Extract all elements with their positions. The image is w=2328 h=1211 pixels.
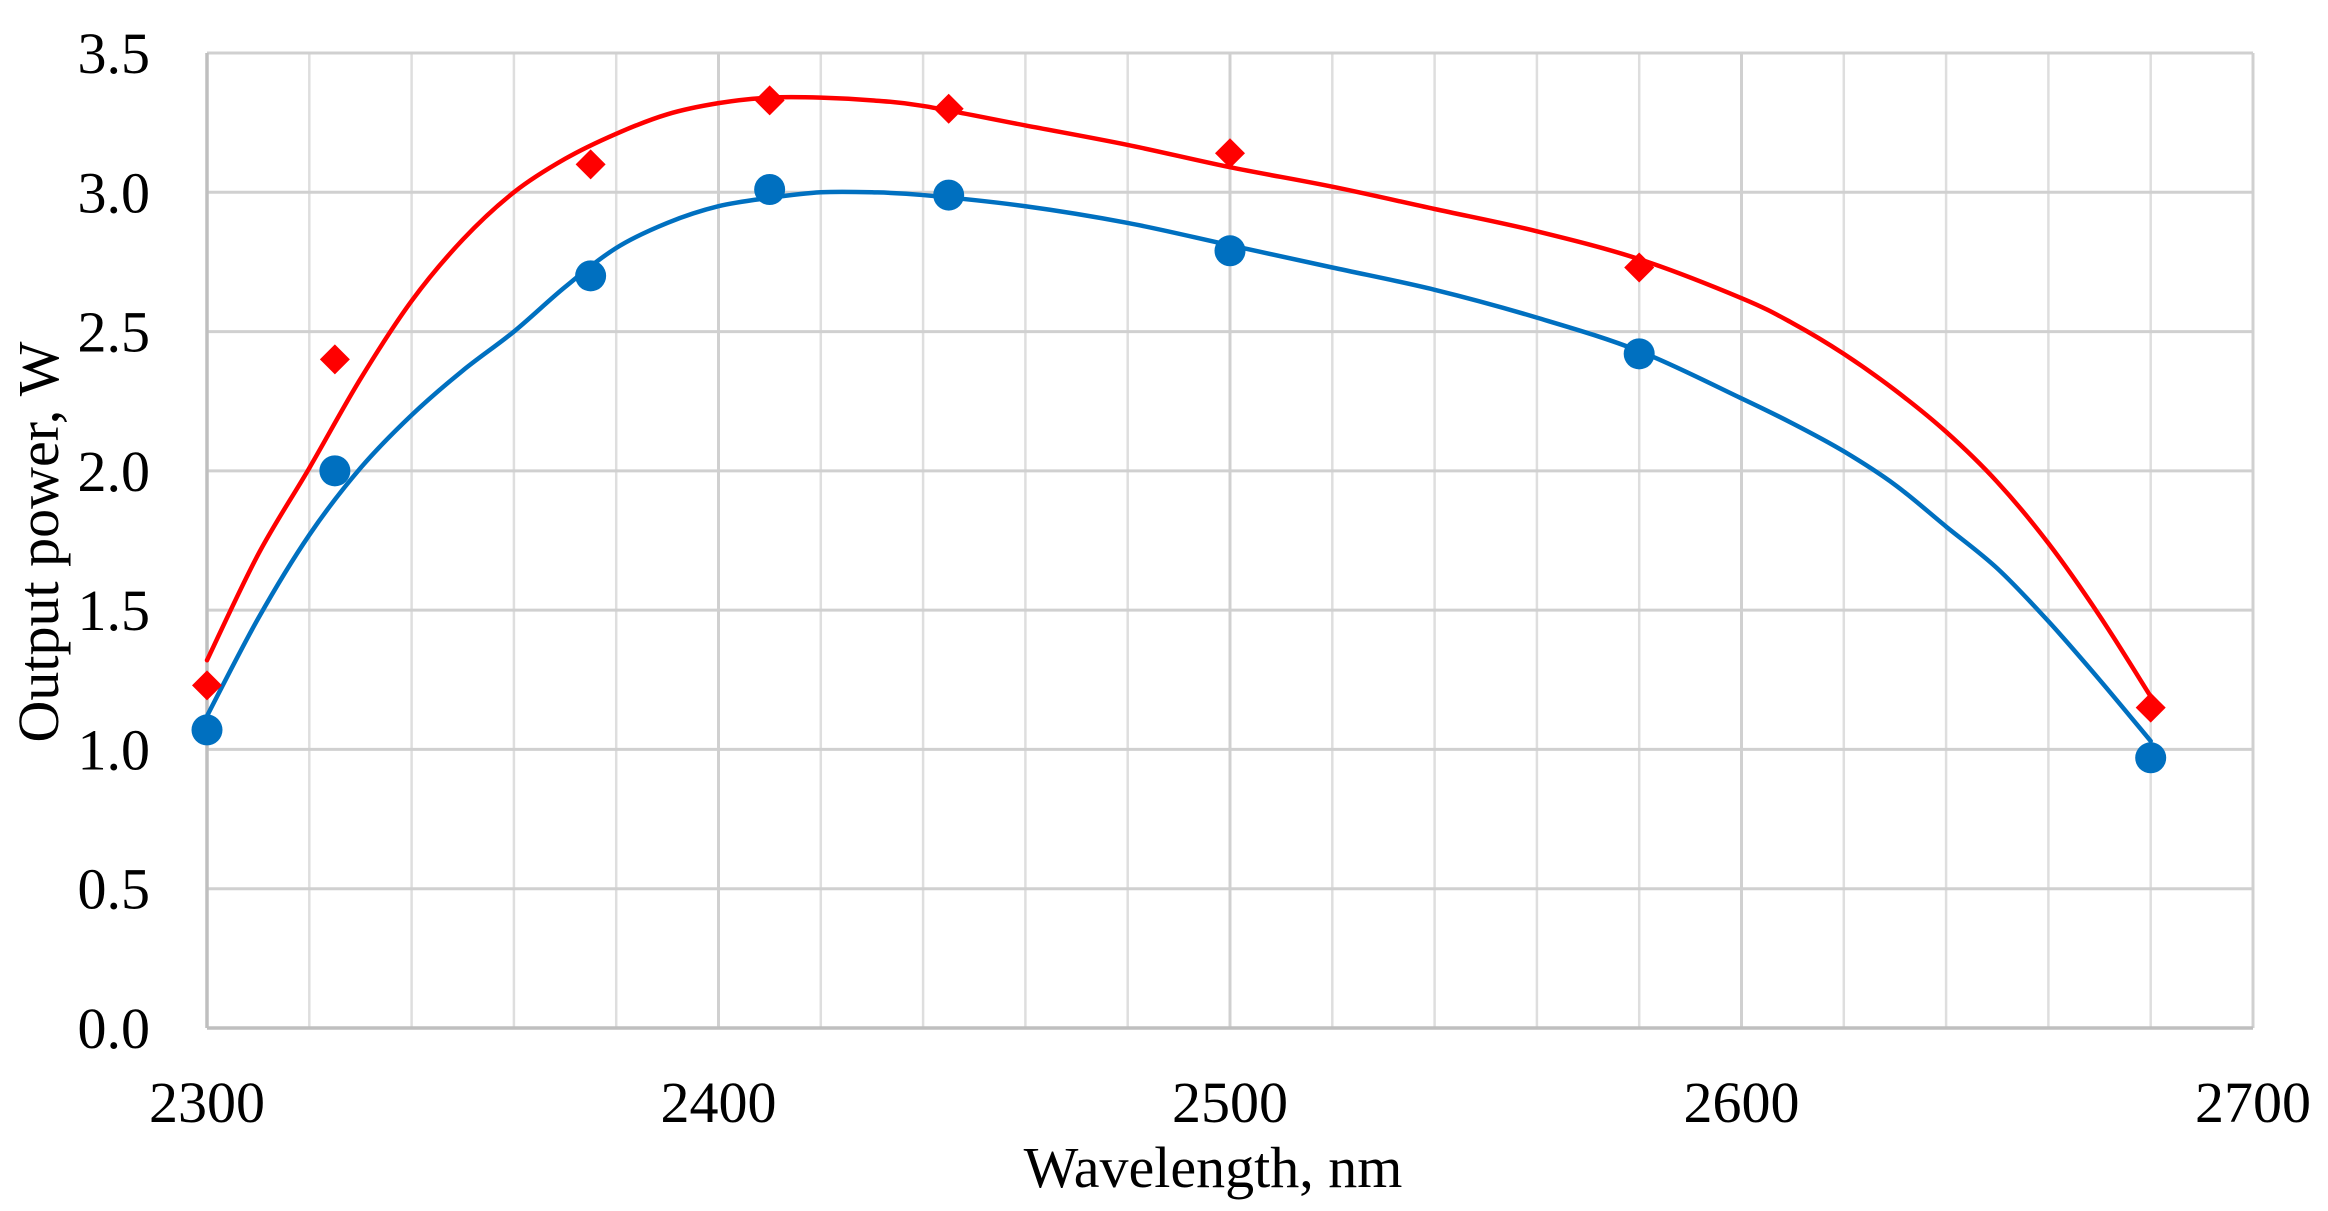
data-point-diamond xyxy=(319,344,350,375)
y-tick-label: 3.5 xyxy=(78,21,151,86)
data-point-diamond xyxy=(192,670,222,701)
trendlines xyxy=(204,94,2153,744)
data-point-circle xyxy=(191,714,223,746)
y-tick-label: 2.0 xyxy=(78,439,151,504)
x-tick-label: 2400 xyxy=(661,1070,777,1135)
data-point-circle xyxy=(319,455,351,487)
data-point-diamond xyxy=(2135,692,2166,723)
y-tick-label: 0.5 xyxy=(78,857,151,922)
y-tick-label: 1.0 xyxy=(78,717,151,782)
x-tick-label: 2300 xyxy=(149,1070,265,1135)
data-point-circle xyxy=(1214,235,1246,267)
data-point-circle xyxy=(1623,338,1655,370)
trendline-diamond xyxy=(204,94,2153,699)
x-tick-label: 2700 xyxy=(2195,1070,2311,1135)
y-tick-label: 2.5 xyxy=(78,300,151,365)
y-tick-label: 0.0 xyxy=(78,996,151,1061)
x-axis-title: Wavelength, nm xyxy=(1024,1135,1403,1200)
data-point-diamond xyxy=(754,85,785,116)
data-point-circle xyxy=(2135,742,2167,774)
y-axis-tick-labels: 0.0 0.5 1.0 1.5 2.0 2.5 3.0 3.5 xyxy=(78,21,151,1061)
y-tick-label: 3.0 xyxy=(78,160,151,225)
major-gridlines xyxy=(207,51,2255,1028)
data-point-circle xyxy=(933,179,965,211)
y-axis-title: Output power, W xyxy=(6,341,71,742)
data-point-diamond xyxy=(575,149,606,180)
axes xyxy=(205,53,2253,1030)
y-tick-label: 1.5 xyxy=(78,578,151,643)
data-point-diamond xyxy=(933,93,964,124)
data-markers xyxy=(191,85,2167,774)
x-tick-label: 2500 xyxy=(1172,1070,1288,1135)
data-point-diamond xyxy=(1215,138,1245,169)
data-point-circle xyxy=(754,174,786,205)
x-axis-tick-labels: 2300 2400 2500 2600 2700 xyxy=(149,1070,2311,1135)
x-tick-label: 2600 xyxy=(1684,1070,1800,1135)
data-point-diamond xyxy=(1624,252,1655,283)
data-point-circle xyxy=(575,260,607,292)
trendline-circle xyxy=(204,189,2153,744)
